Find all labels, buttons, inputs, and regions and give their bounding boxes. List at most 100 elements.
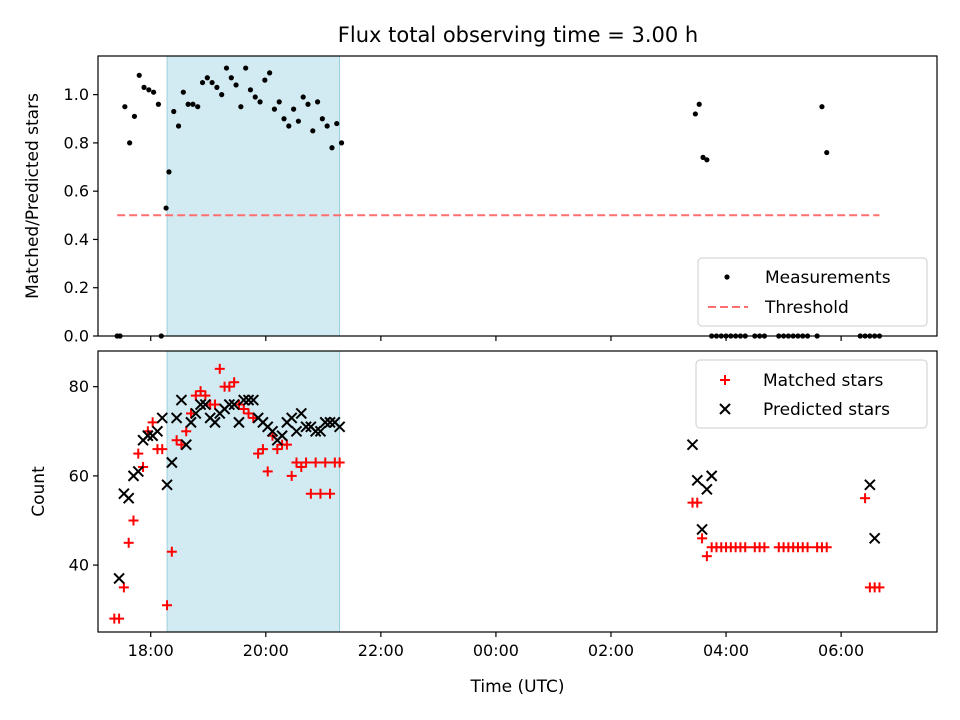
predicted-star-point	[696, 523, 708, 536]
legend-label-predicted: Predicted stars	[763, 400, 890, 420]
bottom-y-axis-label: Count	[29, 466, 49, 517]
matched-star-point	[697, 533, 708, 544]
legend-box	[697, 257, 928, 327]
x-tick-label: 04:00	[703, 641, 749, 660]
predicted-star-point	[300, 421, 312, 433]
measurement-point	[305, 101, 311, 107]
matched-star-point	[286, 470, 297, 481]
matched-star-point	[190, 390, 201, 401]
y-tick-label: 0.6	[64, 182, 89, 201]
measurement-point	[127, 140, 133, 146]
matched-star-point	[200, 390, 211, 401]
measurement-point	[190, 101, 196, 107]
measurement-point	[151, 89, 157, 95]
measurement-point	[175, 123, 182, 129]
legend-marker-predicted	[719, 403, 731, 415]
measurement-point	[247, 87, 254, 93]
predicted-star-point	[190, 407, 202, 420]
x-tick-label: 00:00	[473, 641, 519, 660]
matched-star-point	[874, 582, 885, 593]
matched-star-point	[759, 542, 770, 553]
matched-star-point	[291, 457, 302, 468]
matched-star-point	[176, 439, 187, 450]
measurement-point	[295, 118, 302, 124]
measurement-point	[223, 65, 230, 71]
measurement-point	[291, 106, 297, 112]
legend-label-matched: Matched stars	[763, 371, 883, 391]
measurement-point	[286, 123, 292, 129]
matched-star-point	[238, 403, 249, 414]
y-tick-label: 0.0	[64, 327, 89, 346]
x-tick-label: 02:00	[588, 641, 634, 660]
predicted-star-point	[868, 532, 881, 545]
matched-star-point	[320, 457, 331, 468]
measurement-point	[338, 140, 345, 146]
measurement-point	[692, 111, 698, 117]
predicted-star-point	[209, 416, 221, 429]
matched-star-point	[253, 448, 264, 459]
y-tick-label: 40	[69, 556, 89, 575]
matched-star-point	[315, 488, 326, 499]
predicted-star-point	[142, 430, 154, 442]
measurement-point	[300, 94, 306, 100]
x-axis-label: Time (UTC)	[470, 677, 565, 697]
matched-star-point	[305, 488, 316, 499]
predicted-star-point	[238, 394, 250, 406]
measurement-point	[233, 82, 239, 88]
measurement-point	[180, 89, 186, 95]
matched-star-point	[692, 497, 703, 508]
predicted-star-point	[705, 470, 718, 482]
top-axes-frame	[97, 55, 938, 337]
predicted-star-point	[223, 398, 236, 411]
measurement-point	[824, 149, 830, 156]
top-highlight-span	[166, 55, 341, 337]
predicted-star-point	[113, 572, 125, 585]
measurement-point	[131, 113, 138, 119]
matched-star-point	[860, 493, 871, 504]
matched-star-point	[301, 457, 312, 468]
predicted-star-point	[276, 430, 288, 442]
predicted-star-point	[247, 394, 260, 406]
measurement-point	[334, 120, 340, 127]
matched-star-point	[257, 444, 268, 455]
matched-star-point	[166, 546, 177, 557]
x-tick-label: 18:00	[128, 641, 174, 660]
predicted-star-point	[122, 492, 135, 504]
predicted-star-point	[324, 416, 336, 429]
x-tick-label: 06:00	[818, 641, 864, 660]
predicted-star-point	[151, 425, 164, 437]
bottom-legend: Matched stars Predicted stars	[695, 359, 928, 429]
y-tick-label: 0.2	[64, 278, 89, 297]
measurement-point	[122, 104, 128, 110]
predicted-star-point	[156, 412, 168, 424]
legend-label-measurements: Measurements	[765, 268, 891, 288]
measurement-point	[185, 101, 191, 107]
predicted-star-point	[194, 398, 207, 411]
top-panel: 0.0 0.2 0.4 0.6 0.8 1.0 Matched/Predicted sta…	[23, 55, 938, 346]
matched-star-point	[334, 457, 345, 468]
bottom-series-predicted	[113, 394, 881, 585]
measurement-point	[195, 104, 201, 110]
measurement-point	[267, 70, 273, 76]
bottom-y-ticks: 40 60 80	[69, 377, 98, 575]
bottom-axes-frame	[97, 350, 938, 633]
predicted-star-point	[175, 394, 188, 406]
measurement-point	[819, 104, 825, 110]
predicted-star-point	[290, 425, 303, 437]
matched-star-point	[114, 613, 125, 624]
matched-star-point	[701, 551, 712, 562]
bottom-panel: 40 60 80 18:00 20:00 22:00 00:00 02:00 04:00 06:…	[29, 350, 938, 697]
predicted-star-point	[228, 398, 240, 411]
x-tick-label: 22:00	[358, 641, 404, 660]
matched-star-point	[171, 435, 182, 446]
matched-star-point	[248, 412, 259, 423]
predicted-star-point	[233, 416, 245, 429]
matched-star-point	[214, 363, 225, 374]
measurement-point	[214, 84, 220, 90]
bottom-highlight-span	[166, 350, 341, 633]
matched-star-point	[310, 457, 321, 468]
matched-star-point	[118, 582, 129, 593]
measurement-point	[199, 79, 206, 86]
matched-star-point	[195, 386, 206, 397]
matched-star-point	[272, 444, 283, 455]
